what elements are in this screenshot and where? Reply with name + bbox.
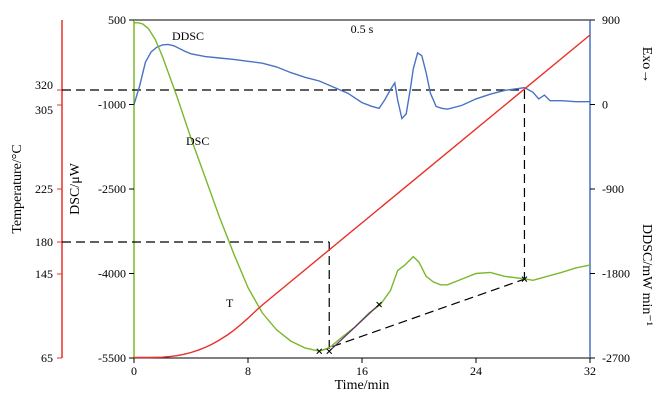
x-tick-label: 0 [131, 364, 137, 378]
x-tick-label: 24 [470, 364, 482, 378]
x-tick-label: 16 [356, 364, 368, 378]
x-tick-label: 32 [584, 364, 596, 378]
series-dsc-line [134, 22, 591, 352]
plot-frame [133, 19, 591, 359]
dsc-tick-label: -1000 [98, 98, 126, 112]
tangent-line [328, 304, 380, 352]
ddsc-tick-label: 900 [602, 13, 620, 27]
ddsc-axis: 900 0 -900 -1800 -2700 DDSC/mW min⁻¹ Exo→ [589, 13, 654, 365]
series-ddsc-line [133, 43, 590, 121]
dsc-axis-title: DSC/μW [68, 162, 83, 215]
marker-stroke [521, 276, 528, 282]
x-tick-label: 8 [245, 364, 251, 378]
series-layer [133, 22, 591, 359]
ddsc-tick-label: -2700 [602, 351, 630, 365]
tangent-point-marker [521, 276, 528, 282]
tangent-point-marker [316, 348, 323, 355]
dsc-axis-ticks: 500 -1000 -2500 -4000 -5500 [98, 13, 134, 365]
temperature-tick-label: 320 [35, 78, 53, 92]
annotation-time: 0.5 s [351, 22, 374, 36]
temperature-axis-title: Temperature/°C [10, 144, 25, 233]
x-axis-title: Time/min [335, 378, 390, 393]
temperature-tick-label: 65 [41, 351, 53, 365]
temperature-tick-label: 180 [35, 235, 53, 249]
ddsc-axis-ticks: 900 0 -900 -1800 -2700 [590, 13, 630, 365]
plot-area [133, 19, 591, 359]
temperature-axis: 65 145 180 225 305 320 Temperature/°C [10, 20, 63, 365]
ddsc-tick-label: 0 [602, 98, 608, 112]
series-label-t: T [226, 296, 234, 310]
marker-stroke [326, 348, 333, 355]
dsc-axis: 500 -1000 -2500 -4000 -5500 DSC/μW [68, 13, 135, 365]
series-label-dsc: DSC [186, 134, 209, 148]
dsc-tick-label: -4000 [98, 267, 126, 281]
marker-stroke [316, 348, 323, 355]
series-label-ddsc: DDSC [172, 29, 204, 43]
temperature-tick-label: 305 [35, 103, 53, 117]
temperature-tick-label: 145 [35, 267, 53, 281]
dsc-tick-label: 500 [108, 13, 126, 27]
dsc-tick-label: -5500 [98, 351, 126, 365]
x-axis-ticks: 0 8 16 24 32 [131, 358, 596, 378]
dsc-baseline-line [319, 278, 525, 352]
series-t-line [134, 34, 591, 359]
temperature-axis-ticks: 65 145 180 225 305 320 [35, 78, 62, 365]
marker-layer [316, 276, 528, 355]
marker-stroke [376, 301, 382, 308]
ddsc-axis-title: DDSC/mW min⁻¹ [639, 224, 654, 326]
exo-label: Exo→ [639, 47, 654, 84]
dsc-tick-label: -2500 [98, 182, 126, 196]
ddsc-tick-label: -900 [602, 182, 624, 196]
x-axis: 0 8 16 24 32 Time/min [131, 358, 596, 393]
tangent-point-marker [326, 348, 333, 355]
dashed-guides [62, 89, 526, 352]
tangent-point-marker [376, 301, 382, 308]
ddsc-tick-label: -1800 [602, 267, 630, 281]
temperature-tick-label: 225 [35, 182, 53, 196]
